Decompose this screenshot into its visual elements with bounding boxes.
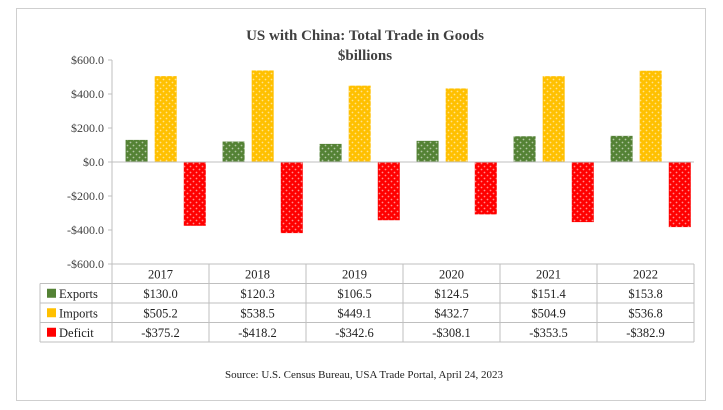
data-label: $432.7 [434, 306, 468, 320]
data-label: -$375.2 [141, 326, 180, 340]
chart-frame [16, 8, 706, 401]
bar-pattern [474, 162, 497, 215]
bar-pattern [154, 76, 177, 162]
data-label: $151.4 [531, 287, 566, 301]
data-label: $536.8 [628, 306, 662, 320]
data-label: $124.5 [434, 287, 468, 301]
data-table: 2017 2018 2019 2020 2021 2022 Exports $130.0 $12… [39, 263, 695, 343]
bar-pattern [222, 141, 245, 162]
category-label: 2019 [342, 267, 367, 281]
category-label: 2020 [439, 267, 464, 281]
legend-key-deficit [47, 327, 56, 337]
bar-pattern [610, 135, 633, 162]
legend-key-imports [47, 308, 56, 318]
bar-pattern [445, 88, 468, 162]
bar-pattern [542, 76, 565, 162]
bar-pattern [125, 139, 148, 162]
bar-pattern [416, 140, 439, 162]
y-tick-label: -$600.0 [67, 257, 104, 271]
y-tick-label: $200.0 [71, 121, 104, 135]
data-label: -$382.9 [626, 326, 665, 340]
y-tick-label: $400.0 [71, 87, 104, 101]
legend-label: Imports [59, 306, 98, 320]
data-label: $505.2 [143, 306, 177, 320]
bar-pattern [639, 70, 662, 162]
y-tick-label: $0.0 [83, 155, 104, 169]
data-label: $449.1 [337, 306, 371, 320]
bar-pattern [319, 143, 342, 162]
legend-label: Deficit [59, 326, 94, 340]
bar-pattern [513, 136, 536, 162]
bar-pattern [668, 162, 691, 228]
category-label: 2018 [245, 267, 270, 281]
y-tick-label: -$200.0 [67, 189, 104, 203]
chart-subtitle: $billions [338, 48, 392, 64]
data-label: $538.5 [240, 306, 274, 320]
bar-pattern [280, 162, 303, 234]
y-axis: $600.0 $400.0 $200.0 $0.0 -$200.0 -$400.0 -$60… [67, 53, 113, 271]
y-tick-label: -$400.0 [67, 223, 104, 237]
chart-title: US with China: Total Trade in Goods [246, 28, 484, 44]
data-label: $106.5 [337, 287, 371, 301]
legend-label: Exports [59, 287, 98, 301]
category-label: 2022 [633, 267, 658, 281]
data-label: -$308.1 [432, 326, 471, 340]
bar-pattern [571, 162, 594, 223]
legend-key-exports [47, 288, 56, 298]
category-label: 2021 [536, 267, 561, 281]
bars [112, 70, 694, 234]
data-label: $504.9 [531, 306, 565, 320]
bar-pattern [251, 70, 274, 162]
bar-pattern [348, 85, 371, 162]
data-label: -$418.2 [238, 326, 277, 340]
y-tick-label: $600.0 [71, 53, 104, 67]
data-label: $120.3 [240, 287, 274, 301]
bar-pattern [377, 162, 400, 221]
source-note: Source: U.S. Census Bureau, USA Trade Po… [225, 369, 504, 381]
data-label: $153.8 [628, 287, 662, 301]
data-label: -$353.5 [529, 326, 568, 340]
category-label: 2017 [148, 267, 173, 281]
bar-pattern [183, 162, 206, 226]
data-label: -$342.6 [335, 326, 374, 340]
data-label: $130.0 [143, 287, 177, 301]
